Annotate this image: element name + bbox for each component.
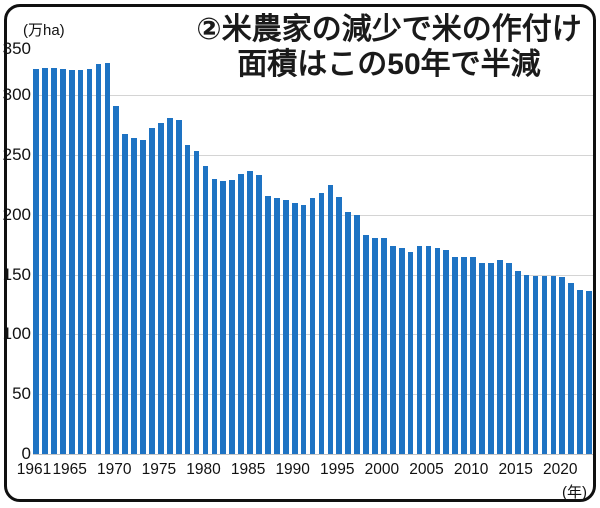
- x-tick-label-1975: 1975: [141, 461, 177, 478]
- bar-2016: [523, 274, 530, 454]
- bar-1962: [42, 67, 48, 454]
- bar-1978: [184, 145, 191, 454]
- y-axis-unit-label: (万ha): [23, 22, 65, 39]
- x-tick-label-1995: 1995: [320, 461, 355, 478]
- x-tick-label-1970: 1970: [97, 461, 132, 478]
- y-tick-label-250: 250: [2, 145, 31, 164]
- x-tick-label-1985: 1985: [230, 461, 266, 478]
- y-tick-label-200: 200: [2, 204, 31, 224]
- x-tick-label-2000: 2000: [364, 461, 400, 478]
- y-tick-label-350: 350: [2, 39, 31, 58]
- bar-2005: [425, 245, 432, 454]
- gridline-y-300: [33, 95, 593, 97]
- bar-1966: [77, 70, 84, 454]
- bar-2022: [577, 290, 583, 454]
- y-tick-label-150: 150: [2, 264, 31, 284]
- bar-1974: [149, 127, 155, 454]
- x-tick-label-2010: 2010: [453, 461, 489, 478]
- bar-2018: [541, 275, 548, 454]
- y-tick-label-300: 300: [2, 85, 31, 105]
- bar-1970: [113, 106, 120, 454]
- bar-1965: [68, 70, 75, 454]
- bar-2006: [434, 248, 441, 454]
- bar-1977: [175, 120, 182, 454]
- gridline-y-250: [33, 155, 593, 156]
- bar-1997: [354, 214, 360, 454]
- bar-2023: [586, 291, 592, 454]
- bar-1989: [282, 200, 289, 454]
- bar-1992: [309, 198, 316, 454]
- bar-2007: [443, 249, 450, 454]
- x-tick-label-2005: 2005: [409, 461, 444, 478]
- bar-1983: [229, 180, 236, 454]
- bar-1972: [131, 138, 137, 454]
- bar-1982: [220, 181, 227, 454]
- bar-1980: [202, 165, 209, 454]
- y-tick-label-0: 0: [21, 444, 31, 463]
- y-tick-label-50: 50: [12, 384, 31, 404]
- bar-2011: [479, 262, 485, 454]
- bar-2008: [452, 256, 459, 454]
- bar-1969: [104, 62, 111, 454]
- chart-title-line1: ②米農家の減少で米の作付け: [196, 13, 582, 46]
- x-tick-label-2020: 2020: [543, 461, 578, 478]
- bar-2001: [389, 245, 396, 454]
- bar-1961: [33, 68, 39, 454]
- bar-1986: [256, 175, 262, 454]
- bar-2015: [514, 271, 521, 454]
- bar-1968: [95, 64, 102, 454]
- bar-1990: [291, 202, 298, 454]
- bar-1994: [327, 184, 334, 454]
- bar-1963: [50, 67, 57, 454]
- bar-1988: [273, 198, 280, 454]
- x-tick-label-1961: 1961: [16, 461, 52, 478]
- x-tick-label-1980: 1980: [186, 461, 221, 478]
- bar-2013: [496, 260, 503, 454]
- bar-1998: [363, 235, 369, 454]
- bar-2017: [532, 275, 539, 454]
- bar-1967: [86, 68, 93, 454]
- x-axis-unit-label: (年): [562, 484, 587, 501]
- bar-1991: [300, 205, 307, 454]
- bar-2003: [407, 251, 414, 454]
- gridline-y-0: [33, 454, 593, 455]
- bar-1981: [211, 178, 218, 454]
- x-tick-label-1990: 1990: [275, 461, 310, 478]
- bar-1999: [372, 237, 378, 454]
- bar-2019: [550, 275, 557, 454]
- x-tick-label-1965: 1965: [52, 461, 87, 478]
- chart-title: ②米農家の減少で米の作付け 面積はこの50年で半減: [183, 12, 595, 82]
- bar-1979: [193, 151, 200, 454]
- bar-1987: [265, 195, 271, 454]
- bar-2012: [488, 262, 494, 454]
- x-tick-label-2015: 2015: [498, 461, 533, 478]
- bar-2002: [398, 248, 405, 454]
- chart-title-line2: 面積はこの50年で半減: [237, 48, 541, 81]
- bar-2010: [470, 256, 476, 454]
- bar-1973: [140, 139, 146, 454]
- bar-2021: [568, 283, 575, 454]
- bar-2014: [505, 262, 512, 454]
- bar-1975: [158, 122, 164, 454]
- bar-1976: [166, 117, 173, 454]
- bar-1996: [345, 212, 352, 454]
- bar-2009: [461, 256, 468, 454]
- bar-1985: [247, 170, 253, 454]
- bar-1984: [238, 174, 245, 454]
- bar-2004: [416, 245, 423, 454]
- bar-1971: [122, 133, 129, 454]
- bar-1964: [59, 68, 66, 454]
- bar-2000: [381, 237, 387, 454]
- bar-1995: [336, 196, 343, 454]
- y-tick-label-100: 100: [2, 324, 31, 344]
- bar-2020: [559, 277, 566, 454]
- bar-1993: [318, 193, 325, 454]
